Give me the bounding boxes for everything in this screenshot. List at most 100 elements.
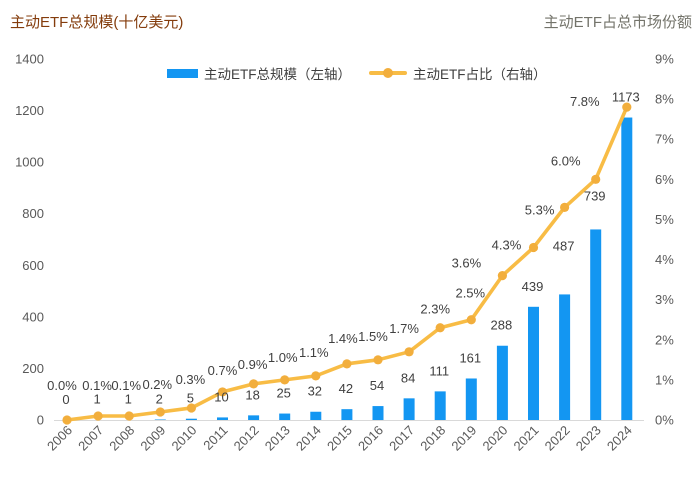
year-label-2017: 2017 <box>386 423 417 454</box>
bar-value-label: 288 <box>491 318 513 333</box>
bar-2020 <box>496 345 508 420</box>
bar-value-label: 739 <box>584 188 606 203</box>
right-axis-tick: 2% <box>655 332 674 347</box>
line-point-2021 <box>528 242 539 253</box>
right-axis-tick: 7% <box>655 132 674 147</box>
right-axis-tick: 8% <box>655 92 674 107</box>
year-label-2015: 2015 <box>324 423 355 454</box>
line-point-2011 <box>217 387 228 397</box>
bar-2016 <box>372 406 384 420</box>
line-point-2014 <box>311 371 321 381</box>
year-label-2016: 2016 <box>355 423 386 454</box>
left-axis-tick: 600 <box>22 258 44 273</box>
bar-value-label: 42 <box>339 381 353 396</box>
bar-value-label: 1 <box>125 392 132 407</box>
share-line <box>65 105 629 422</box>
year-label-2011: 2011 <box>200 423 230 453</box>
year-label-2007: 2007 <box>75 423 106 454</box>
line-point-2015 <box>342 359 352 369</box>
year-label-2020: 2020 <box>479 423 510 454</box>
right-axis-tick: 0% <box>655 413 674 428</box>
line-point-2023 <box>591 174 601 184</box>
legend-item-line: 主动ETF占比（右轴） <box>369 63 547 83</box>
pct-label: 0.2% <box>142 377 172 392</box>
line-point-2022 <box>560 202 570 213</box>
bar-value-label: 487 <box>553 238 575 253</box>
year-label-2013: 2013 <box>262 423 293 454</box>
year-label-2019: 2019 <box>448 423 479 454</box>
year-label-2014: 2014 <box>293 423 324 454</box>
bar-2024 <box>621 117 633 420</box>
bar-2022 <box>559 294 571 420</box>
bar-value-label: 161 <box>459 350 481 365</box>
right-axis-tick: 1% <box>655 372 674 387</box>
bar-2019 <box>465 378 477 420</box>
pct-label: 5.3% <box>525 202 555 217</box>
left-axis-tick: 200 <box>22 361 44 376</box>
bar-2013 <box>279 413 291 420</box>
legend-item-bar: 主动ETF总规模（左轴） <box>167 63 351 83</box>
line-point-2024 <box>622 102 632 112</box>
line-point-2009 <box>155 407 165 417</box>
line-point-2016 <box>373 355 383 365</box>
bar-value-label: 32 <box>308 384 322 399</box>
bar-2014 <box>310 411 322 420</box>
bar-2021 <box>528 306 539 420</box>
right-axis-tick: 6% <box>655 172 674 187</box>
bar-2012 <box>248 415 260 420</box>
pct-label: 1.1% <box>299 345 329 360</box>
line-point-2012 <box>249 379 259 389</box>
bar-2010 <box>185 418 197 420</box>
year-label-2024: 2024 <box>604 423 635 454</box>
bar-2015 <box>341 409 353 420</box>
left-axis-tick: 1000 <box>15 155 44 170</box>
bar-value-label: 10 <box>214 389 228 404</box>
pct-label: 0.1% <box>111 378 141 393</box>
bar-2023 <box>590 229 602 420</box>
bar-value-label: 439 <box>522 279 544 294</box>
pct-label: 0.3% <box>176 372 206 387</box>
year-label-2012: 2012 <box>231 423 262 454</box>
bar-value-label: 18 <box>245 387 259 402</box>
bar-value-label: 2 <box>156 391 163 406</box>
bar-value-label: 1 <box>93 392 100 407</box>
bar-value-label: 111 <box>429 363 449 378</box>
line-point-2008 <box>124 411 134 421</box>
bar-swatch-icon <box>167 68 198 78</box>
left-axis-tick: 400 <box>22 309 44 324</box>
line-point-2020 <box>497 271 507 281</box>
bar-value-label: 5 <box>187 391 194 406</box>
right-axis-tick: 9% <box>655 52 674 67</box>
pct-label: 0.9% <box>238 357 268 372</box>
right-axis-tick: 4% <box>655 252 674 267</box>
pct-label: 3.6% <box>452 256 482 271</box>
bar-2017 <box>403 398 415 420</box>
legend-line-label: 主动ETF占比（右轴） <box>413 67 547 82</box>
line-point-2018 <box>435 323 445 333</box>
bar-value-label: 84 <box>401 370 415 385</box>
left-axis-tick: 1400 <box>15 52 44 67</box>
line-point-2019 <box>466 315 476 325</box>
line-point-2013 <box>280 375 290 385</box>
pct-label: 1.7% <box>389 321 419 336</box>
year-label-2006: 2006 <box>44 423 75 454</box>
pct-label: 7.8% <box>570 94 600 109</box>
left-axis-tick: 1200 <box>15 103 44 118</box>
left-axis-tick: 0 <box>37 413 44 428</box>
pct-label: 2.3% <box>420 302 450 317</box>
year-label-2018: 2018 <box>417 423 448 454</box>
line-point-2010 <box>186 403 196 413</box>
left-axis-title: 主动ETF总规模(十亿美元) <box>10 14 184 31</box>
pct-label: 1.5% <box>358 329 388 344</box>
pct-label: 1.0% <box>268 350 298 365</box>
line-point-2007 <box>93 411 103 421</box>
right-axis-tick: 3% <box>655 292 674 307</box>
year-label-2022: 2022 <box>542 423 573 454</box>
pct-label: 0.7% <box>208 363 238 378</box>
year-label-2008: 2008 <box>106 423 137 454</box>
pct-label: 1.4% <box>328 331 358 346</box>
bar-2009 <box>154 419 166 420</box>
right-axis-title: 主动ETF占总市场份额 <box>543 14 692 31</box>
line-swatch-icon <box>369 68 407 78</box>
